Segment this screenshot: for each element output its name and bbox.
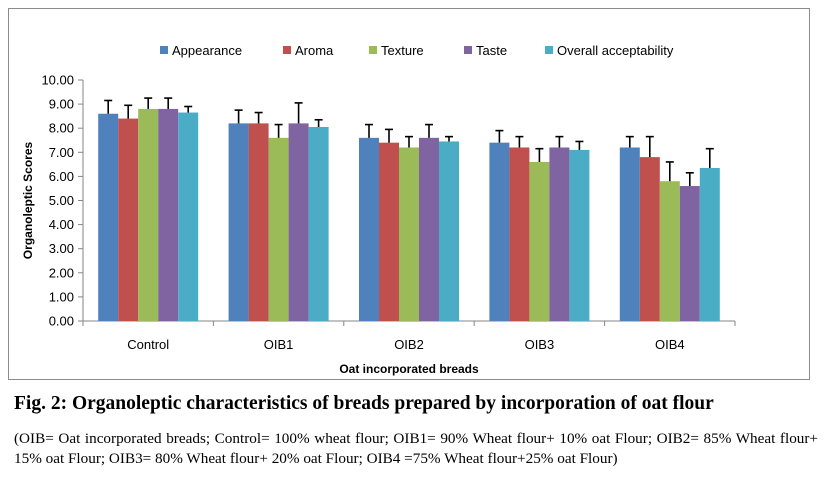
bar-taste-oib4	[679, 186, 700, 321]
x-axis-title: Oat incorporated breads	[339, 362, 479, 376]
chart-container: 0.00 1.00 2.00 3.00 4.00 5.00 6.00 7.00 8.00 9.00…	[8, 8, 810, 380]
bar-appearance-control	[98, 113, 119, 322]
bar-texture-oib2	[399, 147, 419, 321]
x-tick-label: OIB2	[394, 337, 424, 352]
bar-overall-acceptability-oib1	[308, 126, 329, 322]
y-tick-label: 4.00	[49, 217, 74, 232]
bar-aroma-oib1	[248, 123, 269, 321]
y-tick-label: 0.00	[49, 314, 74, 329]
x-tick-label: OIB1	[264, 337, 294, 352]
y-tick-label: 6.00	[49, 169, 74, 184]
bar-texture-oib3	[529, 161, 550, 321]
legend-swatch-texture	[369, 46, 377, 54]
bar-aroma-oib4	[639, 157, 660, 321]
bar-overall-acceptability-oib4	[699, 167, 720, 321]
bar-taste-control	[158, 108, 179, 321]
legend-label: Appearance	[172, 43, 242, 58]
bar-aroma-oib2	[379, 142, 399, 321]
legend-swatch-appearance	[160, 46, 168, 54]
bar-taste-oib2	[419, 137, 439, 321]
bar-texture-oib1	[268, 137, 289, 321]
bar-chart: 0.00 1.00 2.00 3.00 4.00 5.00 6.00 7.00 8.00 9.00…	[8, 8, 810, 380]
bar-overall-acceptability-oib2	[439, 141, 459, 321]
x-tick-label: OIB4	[655, 337, 685, 352]
x-tick-label: Control	[127, 337, 169, 352]
legend-label: Taste	[476, 43, 507, 58]
legend-label: Overall acceptability	[557, 43, 674, 58]
bar-appearance-oib3	[489, 142, 510, 321]
x-tick-label: OIB3	[525, 337, 555, 352]
bar-texture-oib4	[659, 181, 680, 321]
legend-swatch-aroma	[283, 46, 291, 54]
bar-texture-control	[138, 108, 159, 321]
bar-overall-acceptability-control	[178, 112, 199, 321]
legend-swatch-overall-acceptability	[545, 46, 553, 54]
y-tick-label: 5.00	[49, 193, 74, 208]
figure-caption-note: (OIB= Oat incorporated breads; Control= …	[14, 430, 818, 467]
y-tick-label: 1.00	[49, 289, 74, 304]
legend-label: Aroma	[295, 43, 334, 58]
y-tick-label: 9.00	[49, 97, 74, 112]
bar-aroma-control	[118, 118, 139, 321]
y-axis-title: Organoleptic Scores	[21, 141, 35, 259]
figure-caption-title: Fig. 2: Organoleptic characteristics of …	[14, 393, 714, 414]
y-tick-label: 3.00	[49, 241, 74, 256]
bar-taste-oib1	[288, 123, 309, 321]
y-tick-label: 8.00	[49, 121, 74, 136]
legend-label: Texture	[381, 43, 424, 58]
y-tick-label: 7.00	[49, 145, 74, 160]
y-tick-label: 10.00	[41, 73, 74, 88]
bar-taste-oib3	[549, 147, 570, 321]
bar-appearance-oib2	[359, 137, 379, 321]
bar-appearance-oib4	[619, 147, 640, 321]
legend-swatch-taste	[464, 46, 472, 54]
y-tick-label: 2.00	[49, 265, 74, 280]
bar-overall-acceptability-oib3	[569, 149, 590, 321]
bar-aroma-oib3	[509, 147, 530, 321]
bar-appearance-oib1	[228, 123, 249, 321]
